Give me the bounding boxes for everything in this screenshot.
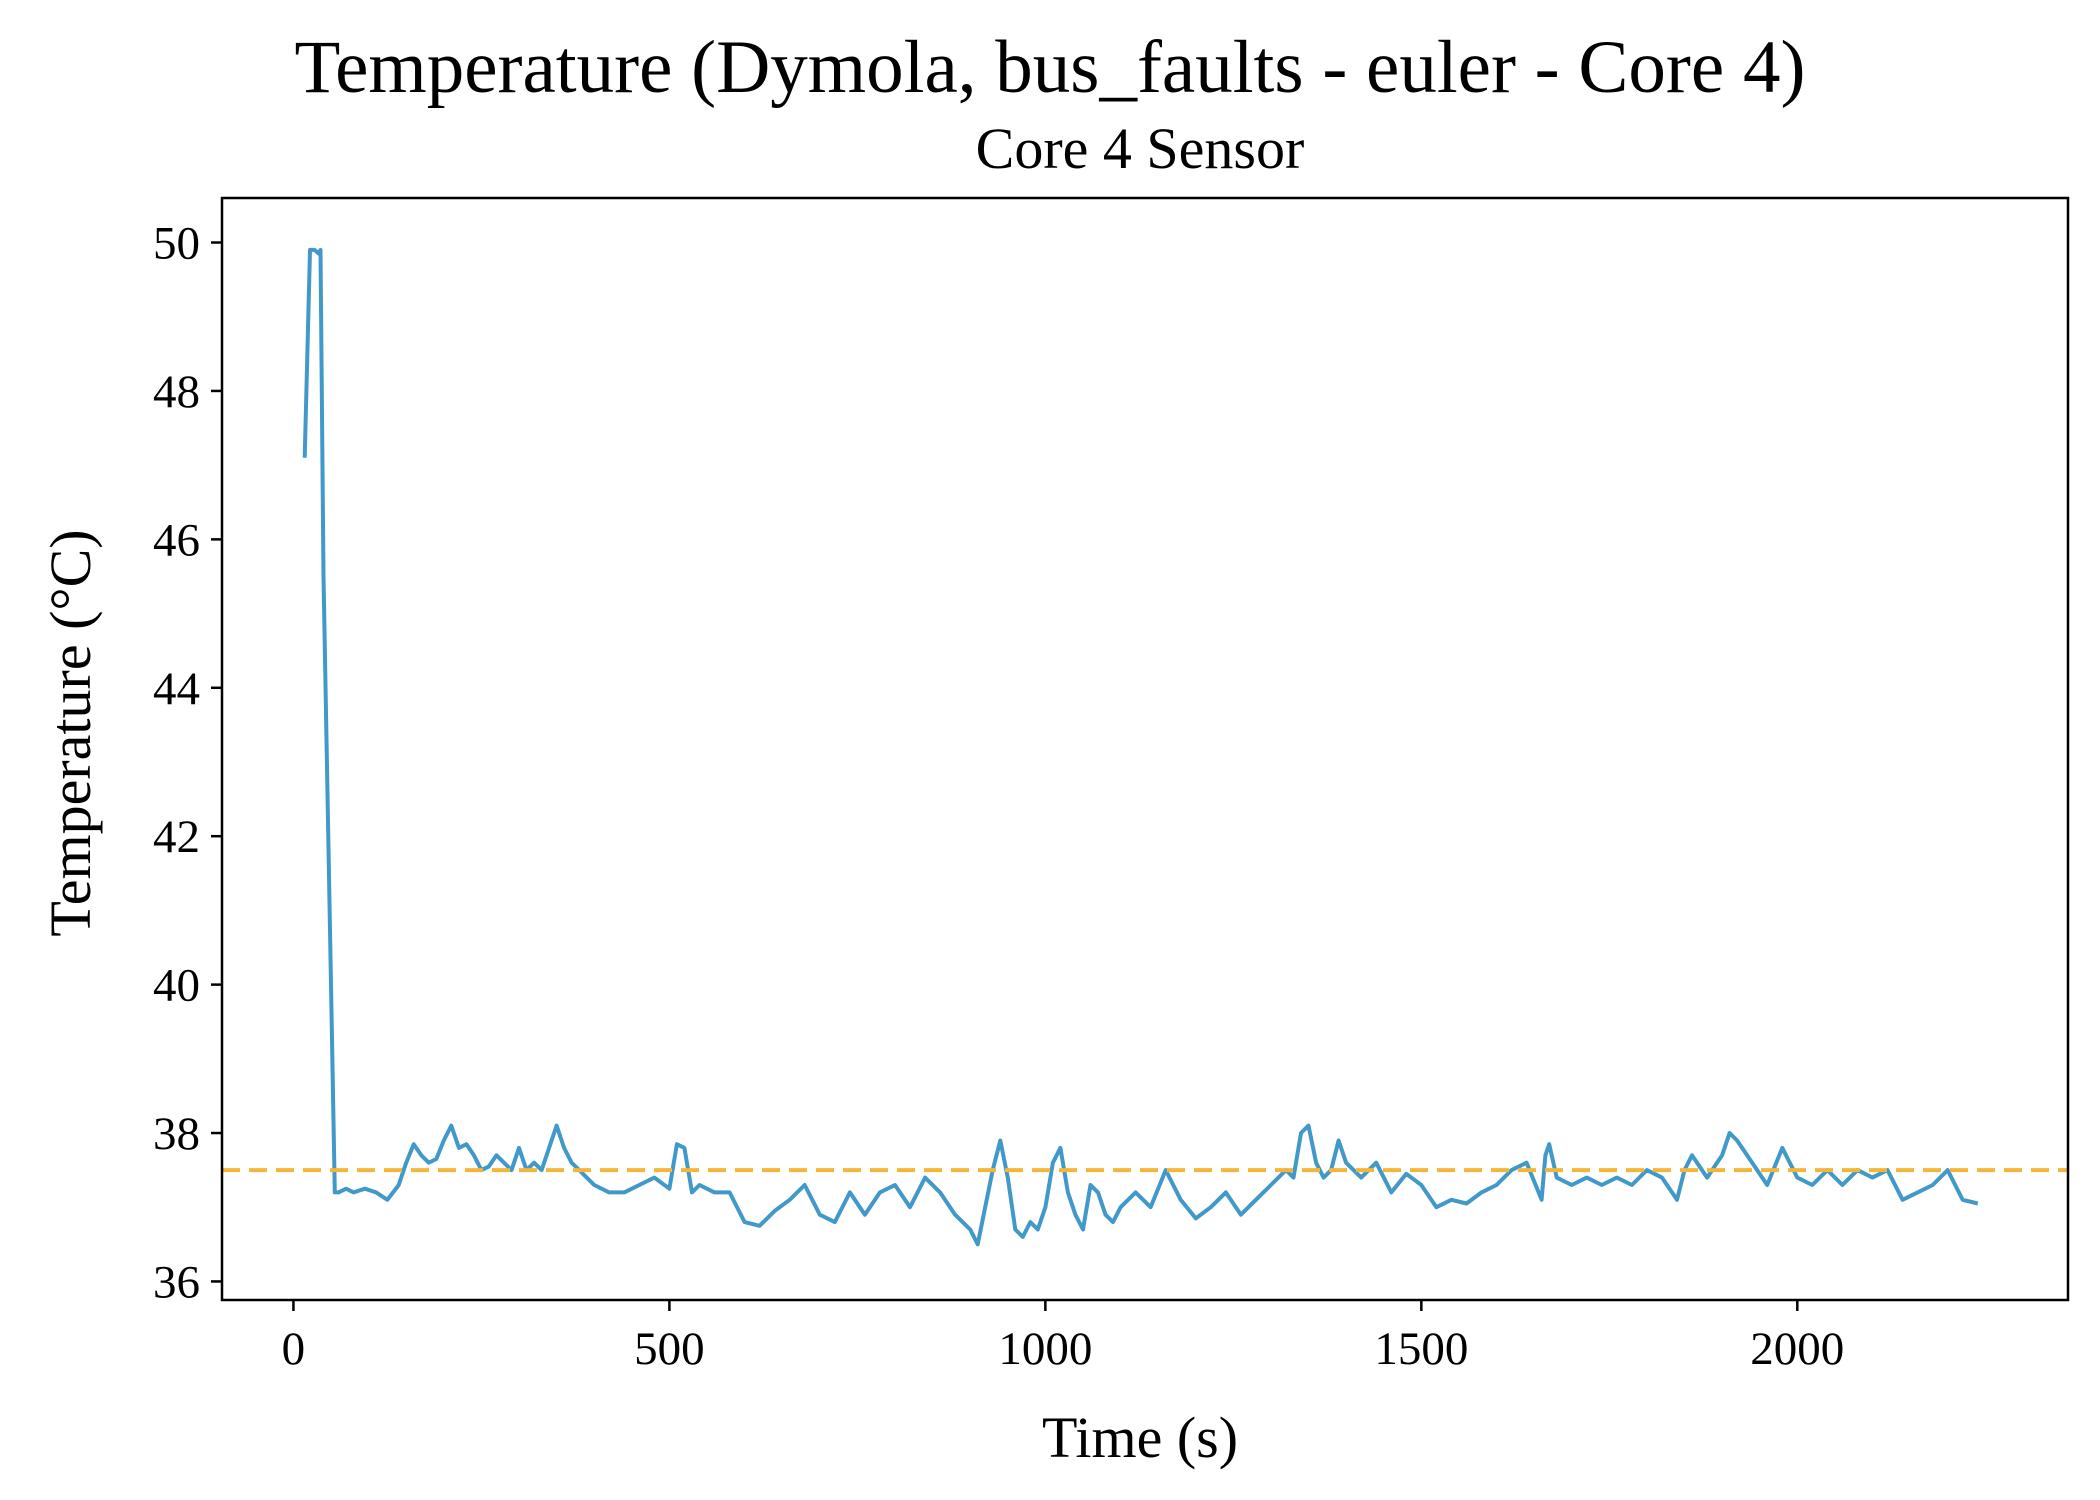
plot-frame	[220, 196, 2070, 1302]
x-tick-label: 1000	[998, 1323, 1092, 1375]
axes: 0 500 1000 1500 2000 36 38 40 42 44 46 48 50	[153, 196, 2070, 1375]
y-tick-label: 42	[153, 811, 200, 863]
y-tick-label: 44	[153, 663, 200, 715]
figure-suptitle: Temperature (Dymola, bus_faults - euler …	[295, 26, 1806, 109]
chart-title: Core 4 Sensor	[976, 116, 1305, 181]
y-tick-label: 50	[153, 218, 200, 270]
y-tick-label: 48	[153, 366, 200, 418]
x-axis-label: Time (s)	[1042, 1405, 1238, 1470]
x-tick-label: 2000	[1750, 1323, 1844, 1375]
y-tick-label: 38	[153, 1108, 200, 1160]
x-tick-label: 1500	[1374, 1323, 1468, 1375]
plot-area	[222, 247, 2068, 1247]
x-tick-label: 500	[634, 1323, 705, 1375]
series-line-0	[302, 247, 1979, 1247]
y-axis-label: Temperature (°C)	[38, 529, 103, 936]
y-tick-label: 46	[153, 514, 200, 566]
y-tick-label: 40	[153, 960, 200, 1012]
x-tick-label: 0	[282, 1323, 306, 1375]
y-tick-label: 36	[153, 1256, 200, 1308]
